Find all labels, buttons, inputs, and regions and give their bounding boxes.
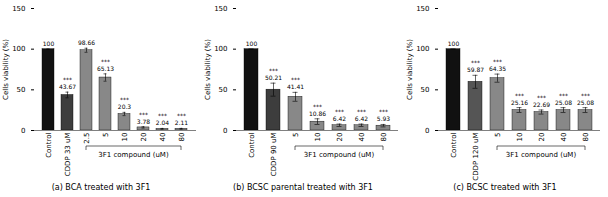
svg-text:50: 50: [421, 86, 430, 94]
svg-text:64.35: 64.35: [489, 65, 506, 72]
svg-text:100: 100: [416, 45, 429, 53]
svg-text:3F1 compound (uM): 3F1 compound (uM): [506, 151, 577, 159]
svg-text:***: ***: [177, 112, 186, 119]
svg-text:***: ***: [335, 108, 344, 115]
svg-text:Cells viability (%): Cells viability (%): [2, 39, 10, 100]
svg-text:10: 10: [516, 133, 524, 142]
svg-text:10.86: 10.86: [309, 110, 326, 117]
svg-text:40: 40: [560, 133, 568, 142]
svg-text:100: 100: [12, 45, 25, 53]
svg-text:80: 80: [380, 133, 388, 142]
svg-text:10: 10: [121, 133, 129, 142]
svg-text:***: ***: [379, 108, 388, 115]
svg-text:20: 20: [140, 133, 148, 142]
svg-text:20: 20: [538, 133, 546, 142]
svg-text:2.5: 2.5: [83, 133, 91, 144]
svg-text:***: ***: [291, 76, 300, 83]
svg-text:***: ***: [63, 76, 72, 83]
svg-text:0: 0: [425, 127, 429, 135]
svg-text:2.04: 2.04: [156, 119, 170, 126]
html-text:(c) BCSC treated with 3F1: (c) BCSC treated with 3F1: [453, 183, 557, 192]
svg-text:59.87: 59.87: [467, 66, 484, 73]
svg-text:6.42: 6.42: [333, 115, 347, 122]
svg-text:40: 40: [358, 133, 366, 142]
svg-text:Cells viability (%): Cells viability (%): [406, 39, 414, 100]
svg-text:***: ***: [101, 58, 110, 65]
svg-text:***: ***: [139, 111, 148, 118]
svg-text:CDDP 33 uM: CDDP 33 uM: [64, 133, 72, 177]
svg-text:150: 150: [416, 5, 429, 13]
svg-text:50: 50: [17, 86, 26, 94]
svg-text:3F1 compound (uM): 3F1 compound (uM): [304, 151, 375, 159]
svg-text:40: 40: [159, 133, 167, 142]
svg-text:25.16: 25.16: [511, 99, 528, 106]
svg-text:20: 20: [336, 133, 344, 142]
svg-text:100: 100: [214, 45, 227, 53]
svg-text:5: 5: [102, 133, 110, 137]
svg-text:***: ***: [493, 58, 502, 65]
svg-text:Control: Control: [248, 132, 256, 157]
svg-text:41.41: 41.41: [287, 83, 304, 90]
svg-text:***: ***: [581, 92, 590, 99]
svg-text:10: 10: [314, 133, 322, 142]
svg-text:3F1 compound (uM): 3F1 compound (uM): [98, 151, 169, 159]
svg-text:98.66: 98.66: [78, 39, 95, 46]
svg-text:***: ***: [269, 67, 278, 74]
svg-text:***: ***: [515, 92, 524, 99]
svg-text:***: ***: [357, 108, 366, 115]
svg-text:43.67: 43.67: [59, 83, 76, 90]
svg-text:***: ***: [313, 103, 322, 110]
svg-text:***: ***: [120, 96, 129, 103]
svg-text:0: 0: [21, 127, 25, 135]
svg-text:6.42: 6.42: [355, 115, 369, 122]
html-text:(b) BCSC parental treated with: (b) BCSC parental treated with 3F1: [233, 183, 373, 192]
svg-text:50.21: 50.21: [265, 74, 282, 81]
svg-text:100: 100: [43, 40, 55, 47]
svg-text:20.3: 20.3: [118, 103, 132, 110]
svg-text:2.11: 2.11: [175, 119, 189, 126]
svg-text:50: 50: [219, 86, 228, 94]
svg-text:3.78: 3.78: [137, 118, 151, 125]
svg-text:Control: Control: [450, 132, 458, 157]
svg-text:Cells viability (%): Cells viability (%): [204, 39, 212, 100]
svg-text:100: 100: [448, 40, 460, 47]
svg-text:150: 150: [12, 5, 25, 13]
svg-text:CDDP 90 uM: CDDP 90 uM: [270, 133, 278, 177]
svg-text:***: ***: [559, 92, 568, 99]
svg-text:80: 80: [178, 133, 186, 142]
svg-text:5: 5: [292, 133, 300, 137]
svg-text:0: 0: [223, 127, 227, 135]
html-text:(a) BCA treated with 3F1: (a) BCA treated with 3F1: [51, 183, 151, 192]
svg-text:***: ***: [471, 59, 480, 66]
svg-text:150: 150: [214, 5, 227, 13]
svg-text:22.69: 22.69: [533, 101, 550, 108]
svg-text:65.13: 65.13: [97, 65, 114, 72]
svg-text:CDDP 120 uM: CDDP 120 uM: [472, 133, 480, 181]
svg-text:25.08: 25.08: [577, 99, 594, 106]
svg-text:***: ***: [537, 94, 546, 101]
svg-text:100: 100: [246, 40, 258, 47]
svg-text:80: 80: [582, 133, 590, 142]
svg-text:***: ***: [158, 112, 167, 119]
svg-text:5.93: 5.93: [377, 115, 391, 122]
svg-text:5: 5: [494, 133, 502, 137]
svg-text:Control: Control: [45, 132, 53, 157]
svg-text:25.08: 25.08: [555, 99, 572, 106]
